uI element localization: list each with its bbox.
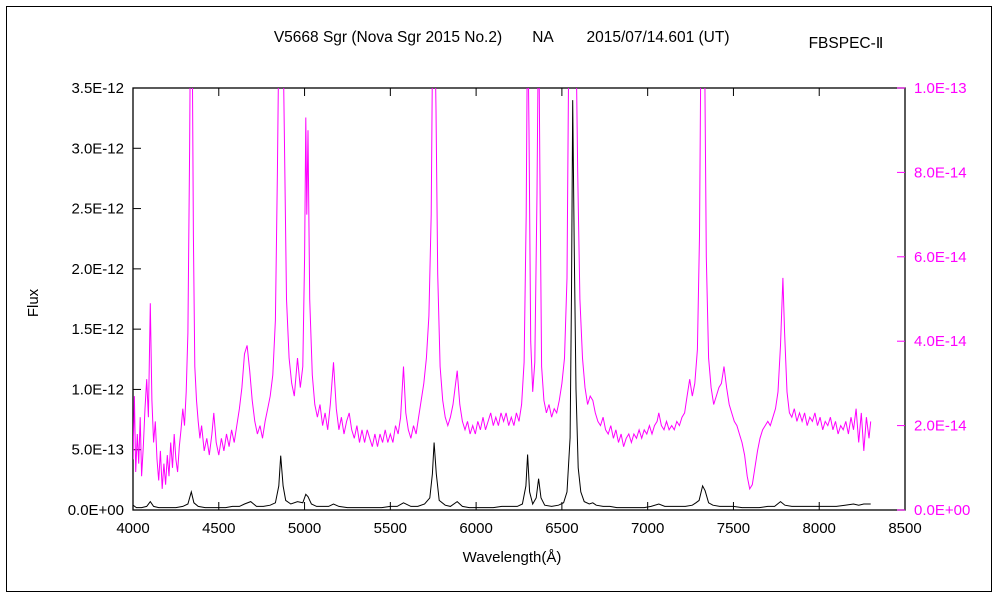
- x-tick-label: 6000: [459, 520, 492, 537]
- x-tick-label: 7000: [631, 520, 664, 537]
- y-right-tick-label: 4.0E-14: [914, 333, 967, 350]
- y-right-tick-label: 1.0E-13: [914, 80, 967, 97]
- x-tick-label: 8000: [803, 520, 836, 537]
- x-tick-label: 4000: [116, 520, 149, 537]
- y-left-tick-label: 3.0E-12: [71, 140, 124, 157]
- y-left-tick-label: 5.0E-13: [71, 442, 124, 459]
- y-right-tick-label: 2.0E-14: [914, 418, 967, 435]
- plot-generated-content: 4000 4500 5000 5500 6000 6500 7000 7500 8000 8500…: [68, 80, 971, 537]
- plot-frame: [132, 87, 906, 511]
- chart-title-datetime: 2015/07/14.601 (UT): [586, 29, 729, 46]
- chart-title-observer: NA: [532, 29, 554, 46]
- y-right-tick-label: 6.0E-14: [914, 249, 967, 266]
- y-left-tick-label: 2.0E-12: [71, 261, 124, 278]
- x-tick-label: 7500: [717, 520, 750, 537]
- series-flux-magenta-right-axis: [133, 88, 872, 491]
- y-right-tick-label: 8.0E-14: [914, 164, 967, 181]
- y-axis-title-flux: Flux: [25, 288, 42, 317]
- y-left-tick-label: 1.0E-12: [71, 381, 124, 398]
- x-tick-label: 6500: [545, 520, 578, 537]
- x-tick-label: 5500: [374, 520, 407, 537]
- chart-title-target: V5668 Sgr (Nova Sgr 2015 No.2): [274, 29, 502, 46]
- x-tick-label: 8500: [888, 520, 921, 537]
- y-left-tick-label: 0.0E+00: [68, 502, 124, 519]
- y-right-tick-label: 0.0E+00: [914, 502, 970, 519]
- x-axis-title-wavelength: Wavelength(Å): [463, 549, 562, 566]
- y-left-tick-label: 3.5E-12: [71, 80, 124, 97]
- series-flux-black-left-axis: [133, 100, 871, 509]
- instrument-label: FBSPEC-Ⅱ: [809, 35, 884, 52]
- y-left-tick-label: 2.5E-12: [71, 201, 124, 218]
- y-left-tick-label: 1.5E-12: [71, 321, 124, 338]
- outer-border: [6, 6, 992, 592]
- x-tick-label: 4500: [202, 520, 235, 537]
- x-tick-label: 5000: [288, 520, 321, 537]
